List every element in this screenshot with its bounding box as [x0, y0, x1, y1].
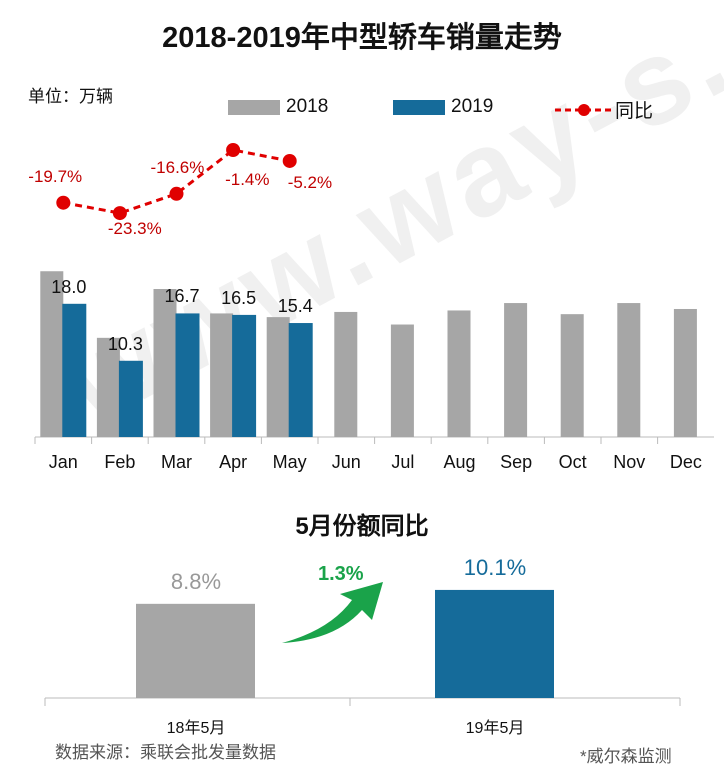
- legend-label: 同比: [615, 101, 654, 122]
- yoy-point: [56, 195, 71, 210]
- legend-swatch: [393, 99, 445, 115]
- share-label: 10.1%: [463, 554, 527, 580]
- yoy-point: [226, 143, 241, 157]
- growth-arrow-icon: [282, 582, 383, 643]
- legend-2018: 2018: [228, 96, 328, 118]
- chart-title: 2018-2019年中型轿车销量走势: [162, 22, 562, 54]
- share-bar: [435, 589, 554, 698]
- bar-2019: [288, 323, 313, 437]
- x-tick-label: Aug: [443, 452, 476, 472]
- x-tick-label: Jun: [331, 452, 361, 472]
- x-tick-label: Jan: [48, 452, 78, 472]
- bar-2019: [175, 313, 200, 437]
- sub-x-label: 19年5月: [465, 720, 525, 737]
- yoy-label: -5.2%: [287, 172, 333, 192]
- x-tick-label: May: [272, 452, 307, 472]
- yoy-label: -19.7%: [28, 166, 83, 186]
- legend-swatch: [228, 99, 280, 115]
- x-tick-label: Mar: [161, 452, 192, 472]
- data-label-2019: 10.3: [107, 333, 143, 354]
- data-label-2019: 16.5: [221, 287, 257, 308]
- share-bar: [136, 603, 255, 698]
- bar-2018: [210, 313, 234, 437]
- yoy-label: -23.3%: [107, 219, 162, 239]
- bar-2018: [617, 303, 641, 437]
- bar-2018: [390, 324, 414, 437]
- x-tick-label: Apr: [219, 452, 248, 472]
- x-tick-label: Nov: [613, 452, 646, 472]
- x-tick-label: Jul: [391, 452, 415, 472]
- bar-2018: [447, 310, 471, 437]
- source-note: 数据来源：乘联会批发量数据: [55, 743, 276, 762]
- main-chart: [34, 143, 714, 444]
- yoy-point: [112, 206, 127, 221]
- x-tick-label: Oct: [558, 452, 587, 472]
- share-label: 8.8%: [170, 568, 222, 594]
- yoy-line: [63, 148, 290, 215]
- legend-label: 2018: [286, 96, 329, 117]
- data-label-2019: 16.7: [164, 286, 200, 307]
- bar-2018: [560, 314, 584, 437]
- data-label-2019: 15.4: [277, 296, 313, 317]
- bar-2019: [118, 360, 143, 437]
- bar-2018: [40, 271, 64, 437]
- legend-yoy: 同比: [553, 96, 653, 123]
- yoy-label: -1.4%: [225, 170, 270, 189]
- x-tick-label: Dec: [669, 452, 702, 472]
- x-tick-label: Feb: [104, 452, 136, 472]
- sub-x-label: 18年5月: [166, 720, 226, 737]
- bar-2018: [334, 311, 358, 437]
- data-label-2019: 18.0: [51, 276, 87, 297]
- bar-2018: [266, 317, 290, 437]
- bar-2019: [232, 314, 257, 437]
- yoy-point: [282, 153, 297, 168]
- share-change-label: 1.3%: [318, 563, 364, 585]
- x-tick-label: Sep: [500, 452, 533, 472]
- yoy-point: [169, 186, 184, 201]
- legend-line-icon: [555, 103, 613, 116]
- credit-note: *威尔森监测: [580, 747, 672, 766]
- yoy-label: -16.6%: [150, 157, 205, 177]
- bar-2019: [62, 303, 87, 437]
- bar-2018: [153, 289, 177, 437]
- sub-chart-title: 5月份额同比: [295, 513, 429, 540]
- bar-2018: [504, 303, 528, 437]
- unit-label: 单位：万辆: [28, 87, 113, 106]
- legend-2019: 2019: [393, 96, 493, 118]
- legend-label: 2019: [451, 96, 494, 117]
- bar-2018: [673, 308, 697, 437]
- bar-2018: [96, 337, 120, 437]
